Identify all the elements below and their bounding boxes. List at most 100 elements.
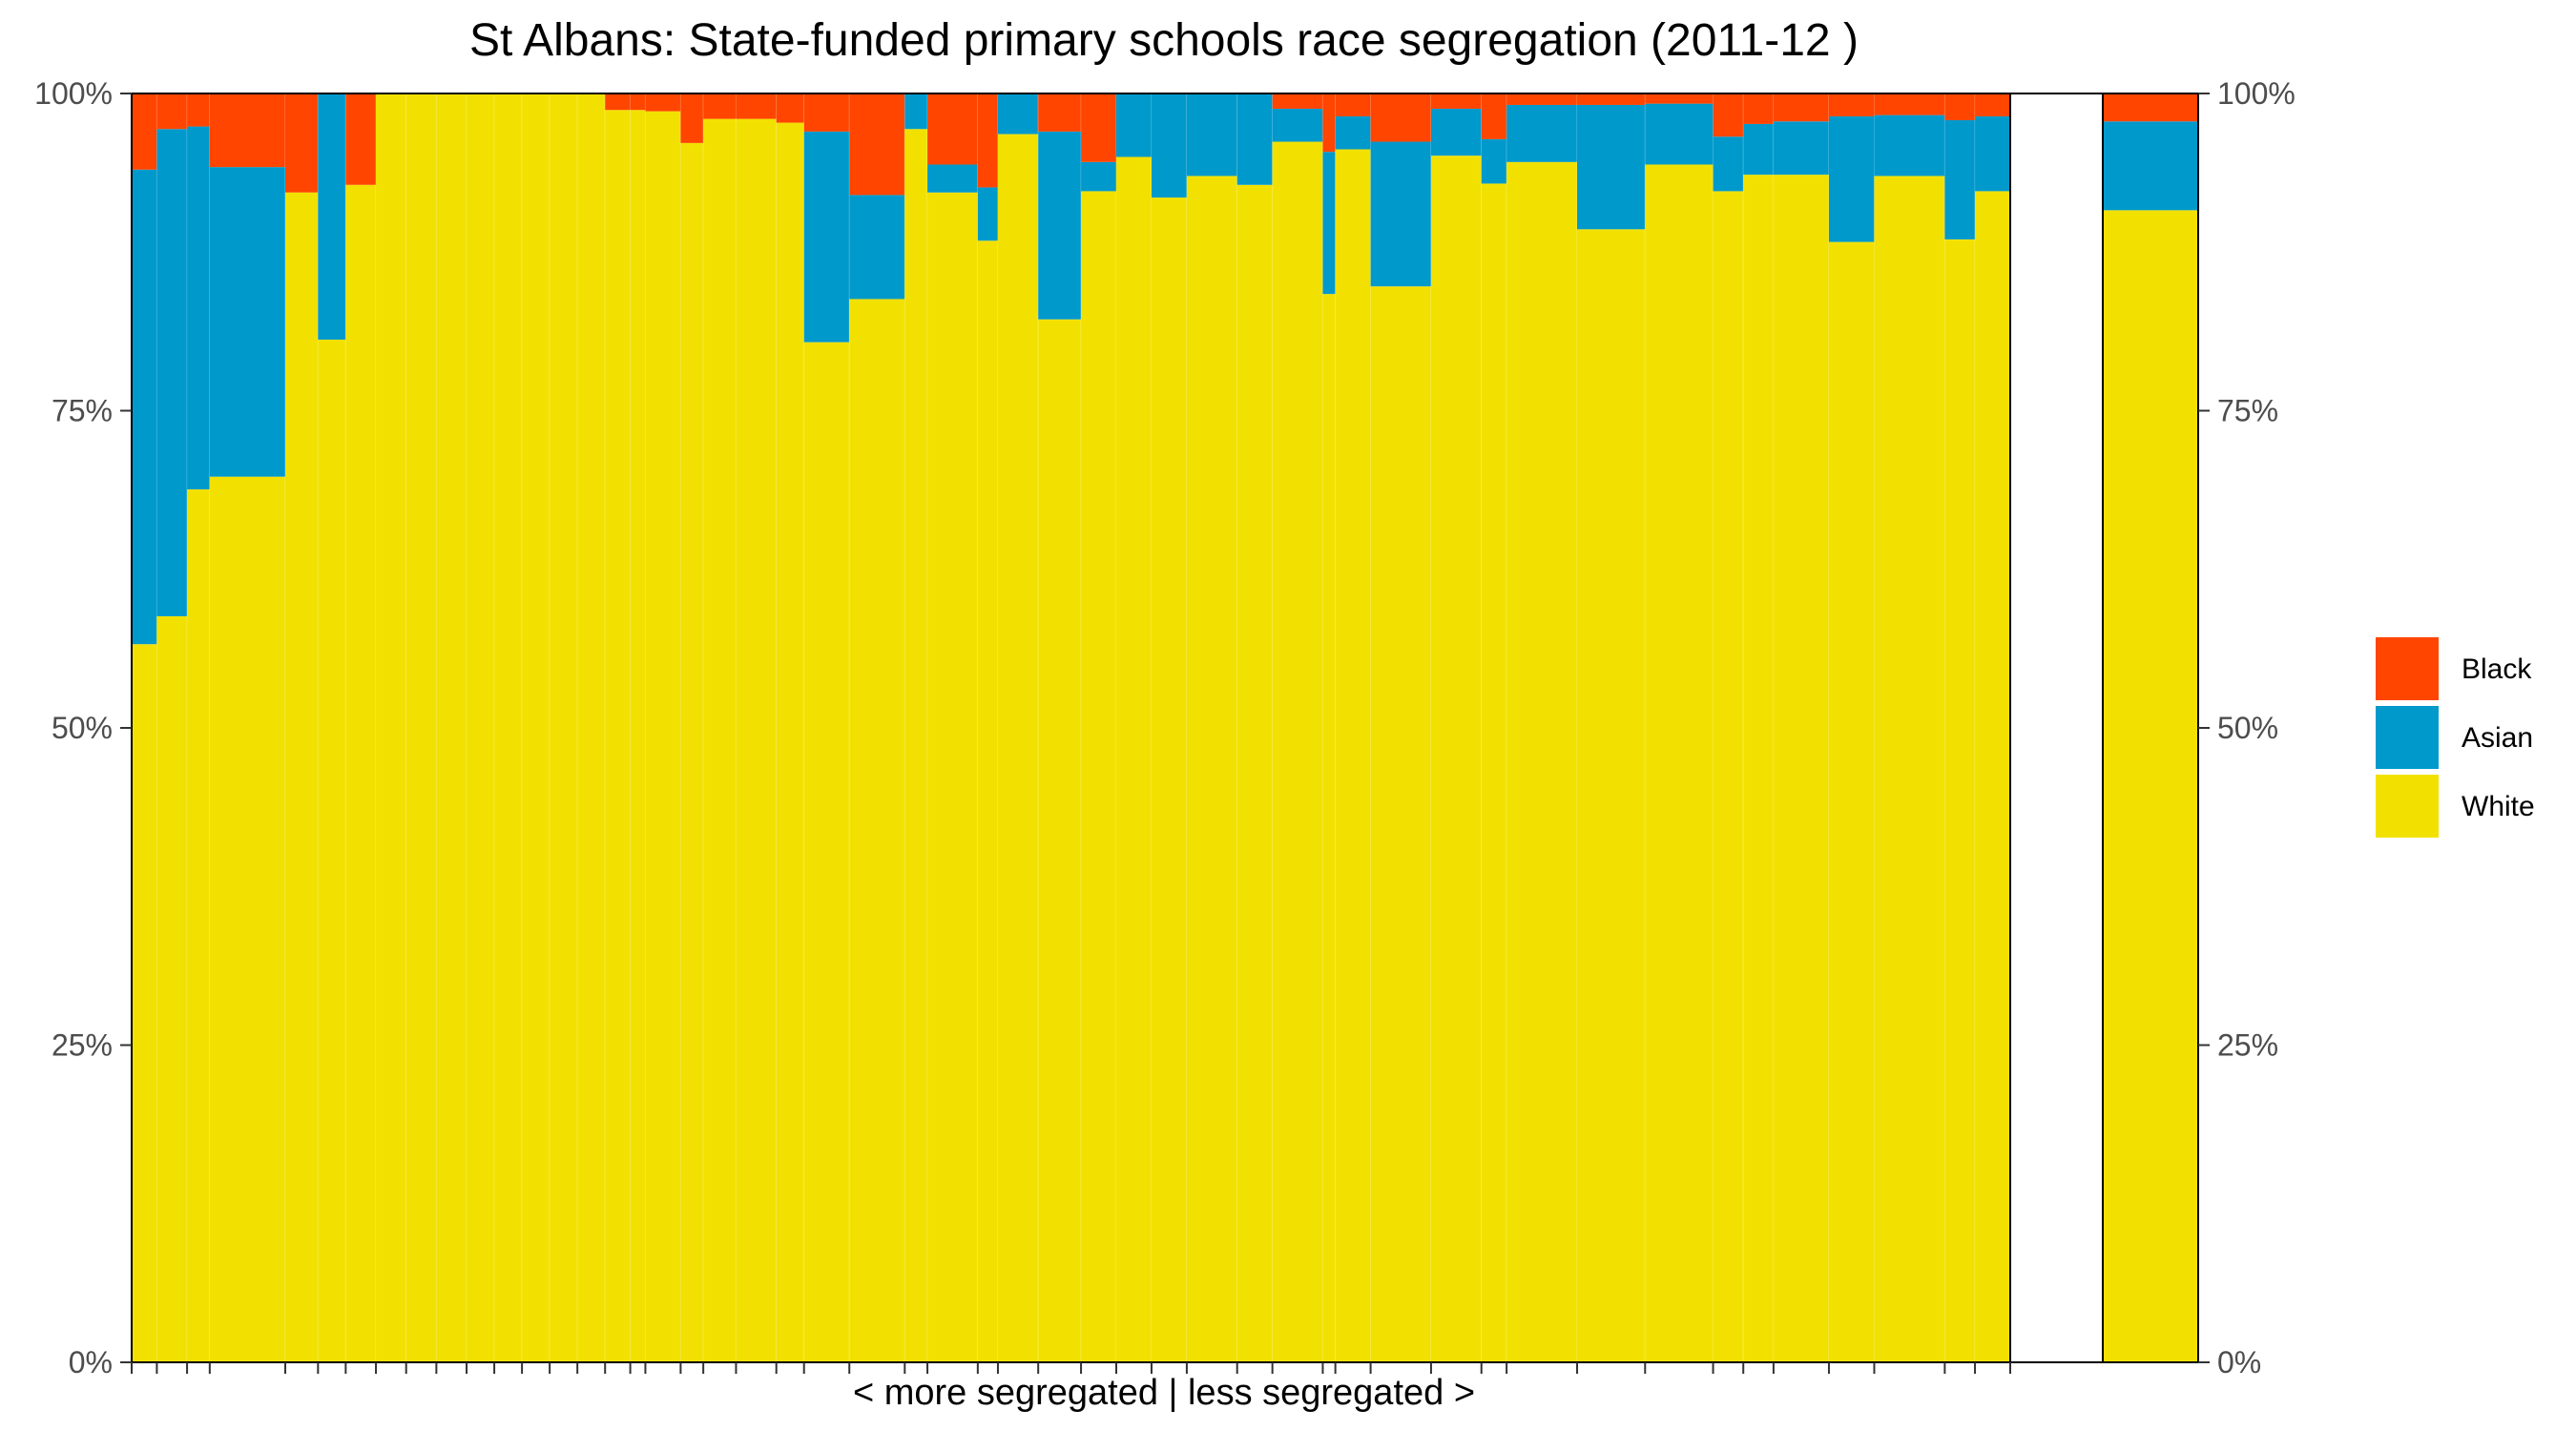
- bar-segment-black: [645, 93, 681, 112]
- bar-segment-white: [736, 118, 777, 1363]
- school-bar: [1186, 93, 1238, 1363]
- bar-segment-white: [156, 615, 188, 1362]
- school-bars: [132, 93, 2011, 1363]
- bar-segment-white: [1236, 184, 1273, 1362]
- bar-segment-white: [318, 340, 346, 1362]
- y-tick-label-left: 100%: [34, 76, 113, 111]
- bar-segment-black: [1335, 93, 1371, 116]
- bar-segment-black: [1481, 93, 1507, 139]
- legend-label: Black: [2462, 653, 2532, 685]
- bar-segment-asian: [209, 167, 286, 477]
- bar-segment-white: [285, 192, 319, 1363]
- bar-segment-black: [776, 93, 804, 123]
- school-bar: [209, 93, 286, 1362]
- bar-segment-white: [605, 110, 631, 1362]
- y-tick-label-right: 25%: [2217, 1028, 2278, 1063]
- school-bar: [1081, 93, 1117, 1362]
- bar-segment-white: [680, 142, 704, 1362]
- y-tick-label-right: 100%: [2217, 76, 2296, 111]
- bar-segment-black: [1506, 93, 1578, 105]
- bar-segment-black: [803, 93, 850, 132]
- bar-segment-white: [436, 93, 467, 1362]
- bar-segment-white: [997, 134, 1039, 1362]
- bar-segment-white: [645, 111, 681, 1363]
- school-bar: [1975, 93, 2011, 1362]
- bar-segment-white: [494, 93, 523, 1362]
- bar-segment-asian: [1272, 108, 1323, 142]
- school-bar: [703, 93, 737, 1363]
- school-bar: [494, 93, 523, 1362]
- bar-segment-white: [1874, 176, 1945, 1363]
- bar-segment-white: [803, 342, 850, 1363]
- overall-segment-black: [2103, 93, 2198, 122]
- bar-segment-asian: [1038, 131, 1082, 320]
- bar-segment-white: [405, 93, 437, 1362]
- bar-segment-white: [1116, 156, 1152, 1362]
- bar-segment-white: [1645, 164, 1714, 1363]
- bar-segment-white: [1713, 191, 1744, 1362]
- bar-segment-white: [467, 93, 495, 1362]
- school-bar: [1038, 93, 1082, 1362]
- bar-segment-white: [1272, 141, 1323, 1362]
- bar-segment-black: [1272, 93, 1323, 109]
- bar-segment-white: [1975, 191, 2010, 1362]
- bar-segment-black: [187, 93, 210, 127]
- school-bar: [630, 93, 646, 1362]
- bar-segment-white: [1335, 149, 1371, 1362]
- school-bar: [1370, 93, 1432, 1362]
- bar-segment-black: [849, 93, 905, 196]
- bar-segment-asian: [803, 131, 850, 342]
- school-bar: [285, 93, 319, 1363]
- legend-swatch: [2376, 706, 2439, 769]
- bar-segment-white: [1481, 183, 1507, 1363]
- bar-segment-white: [849, 299, 905, 1363]
- bar-segment-asian: [1322, 152, 1336, 295]
- school-bar: [522, 93, 551, 1362]
- school-bar: [132, 93, 157, 1362]
- school-bar: [405, 93, 437, 1362]
- school-bar: [345, 93, 377, 1362]
- bar-segment-asian: [977, 187, 998, 241]
- bar-segment-asian: [1773, 121, 1829, 176]
- school-bar: [1481, 93, 1507, 1363]
- bar-segment-black: [1038, 93, 1082, 132]
- school-bar: [1577, 93, 1646, 1362]
- bar-segment-white: [977, 240, 998, 1362]
- legend: Black Asian White: [2376, 637, 2535, 838]
- school-bar: [1335, 93, 1372, 1362]
- school-bar: [680, 93, 704, 1362]
- bar-segment-white: [550, 93, 578, 1362]
- legend-item-black: Black: [2376, 637, 2532, 700]
- bar-segment-asian: [318, 93, 346, 341]
- school-bar: [803, 93, 850, 1363]
- school-bar: [1773, 93, 1830, 1362]
- bar-segment-black: [1430, 93, 1482, 109]
- bar-segment-white: [1430, 156, 1482, 1362]
- bar-segment-black: [345, 93, 377, 185]
- school-bar: [577, 93, 606, 1362]
- bar-segment-asian: [927, 164, 978, 193]
- bar-segment-white: [1081, 191, 1117, 1362]
- school-bar: [904, 93, 928, 1363]
- legend-item-white: White: [2376, 775, 2535, 838]
- school-bar: [997, 93, 1039, 1362]
- school-bar: [318, 93, 346, 1362]
- bar-segment-black: [1944, 93, 1976, 120]
- bar-segment-white: [522, 93, 551, 1362]
- bar-segment-white: [209, 476, 286, 1362]
- bar-segment-white: [1370, 286, 1431, 1362]
- school-bar: [467, 93, 495, 1362]
- bar-segment-black: [1577, 93, 1646, 105]
- bar-segment-white: [904, 129, 928, 1363]
- bar-segment-asian: [156, 129, 188, 616]
- bar-segment-asian: [1743, 123, 1774, 176]
- bar-segment-asian: [1081, 161, 1117, 192]
- bar-segment-asian: [1186, 93, 1237, 176]
- bar-segment-black: [1773, 93, 1829, 122]
- bar-segment-asian: [1236, 93, 1273, 185]
- bar-segment-white: [776, 122, 804, 1363]
- school-bar: [187, 93, 211, 1362]
- bar-segment-asian: [1713, 136, 1744, 192]
- school-bar: [1506, 93, 1578, 1362]
- bar-segment-asian: [1506, 104, 1578, 162]
